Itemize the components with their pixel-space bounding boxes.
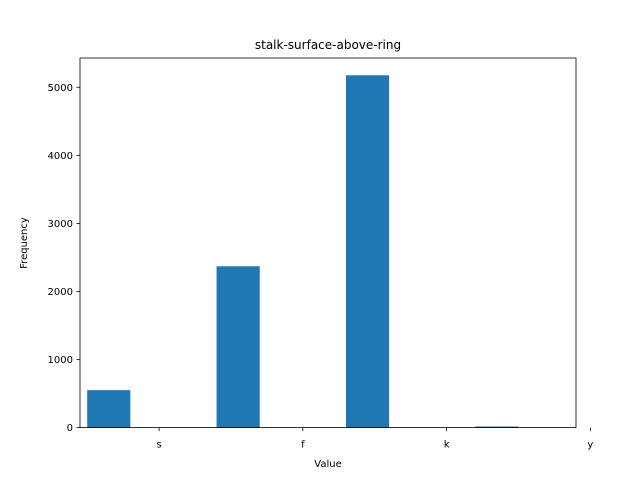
plot-frame [79,57,577,429]
y-tick-label: 1000 [48,355,73,366]
x-tick-label: f [301,440,305,451]
bar-group [87,75,519,428]
y-tick-label: 3000 [48,219,73,230]
x-axis-title: Value [314,459,341,470]
histogram-bar-4 [475,426,519,428]
x-tick-label: y [587,440,593,451]
x-tick-label: s [156,440,161,451]
histogram-bar-1 [87,390,131,428]
y-tick-label: 5000 [48,83,73,94]
y-tick-label: 0 [67,423,73,434]
y-tick-label: 4000 [48,151,73,162]
y-tick-label: 2000 [48,287,73,298]
x-tick-label: k [444,440,450,451]
y-axis-title: Frequency [19,217,30,269]
chart-title: stalk-surface-above-ring [255,38,401,52]
histogram-bar-3 [345,75,390,428]
histogram-bar-2 [216,266,260,428]
y-axis: 0 1000 2000 3000 4000 5000 [48,83,80,434]
